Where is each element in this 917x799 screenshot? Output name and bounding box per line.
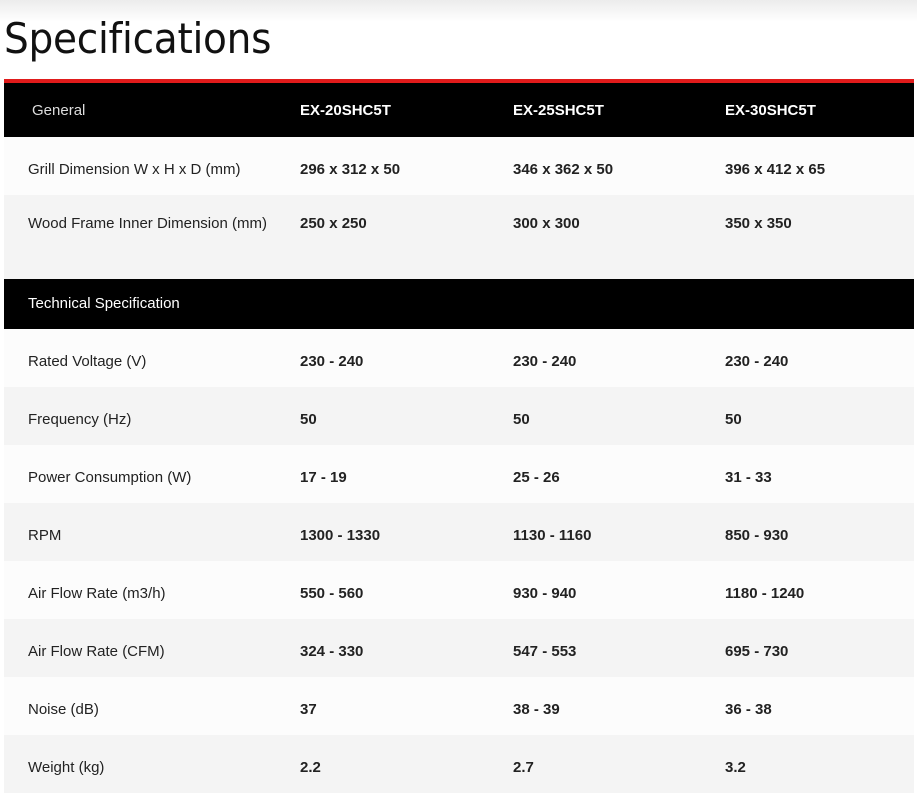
cell-value: 1180 - 1240	[725, 585, 805, 602]
cell-value: 38 - 39	[513, 701, 560, 718]
row-label: Power Consumption (W)	[28, 469, 192, 486]
table-row: Frequency (Hz) 50 50 50	[4, 387, 914, 445]
cell-value: 2.2	[300, 759, 321, 776]
table-row: Noise (dB) 37 38 - 39 36 - 38	[4, 677, 914, 735]
cell-value: 2.7	[513, 759, 534, 776]
header-label: General	[32, 102, 86, 119]
section-label: Technical Specification	[28, 295, 180, 312]
cell-value: 550 - 560	[300, 585, 364, 602]
cell-value: 930 - 940	[513, 585, 577, 602]
table-row: Rated Voltage (V) 230 - 240 230 - 240 230 -…	[4, 329, 914, 387]
table-row: RPM 1300 - 1330 1130 - 1160 850 - 930	[4, 503, 914, 561]
cell-value: 300 x 300	[513, 215, 580, 232]
top-shadow	[0, 0, 917, 22]
cell-value: 350 x 350	[725, 215, 792, 232]
table-row: Weight (kg) 2.2 2.7 3.2	[4, 735, 914, 793]
row-label: RPM	[28, 527, 62, 544]
row-label: Noise (dB)	[28, 701, 99, 718]
row-label: Air Flow Rate (m3/h)	[28, 585, 166, 602]
table-row: Air Flow Rate (CFM) 324 - 330 547 - 553 695…	[4, 619, 914, 677]
cell-value: 50	[725, 411, 742, 428]
cell-value: 850 - 930	[725, 527, 789, 544]
cell-value: 324 - 330	[300, 643, 364, 660]
cell-value: 230 - 240	[513, 353, 577, 370]
cell-value: 1300 - 1330	[300, 527, 381, 544]
table-row: Power Consumption (W) 17 - 19 25 - 26 31 - …	[4, 445, 914, 503]
accent-bar	[4, 79, 914, 83]
model-header: EX-30SHC5T	[725, 102, 816, 119]
cell-value: 230 - 240	[300, 353, 364, 370]
cell-value: 1130 - 1160	[513, 527, 592, 544]
row-label: Air Flow Rate (CFM)	[28, 643, 165, 660]
row-label: Rated Voltage (V)	[28, 353, 147, 370]
cell-value: 346 x 362 x 50	[513, 161, 614, 178]
row-label: Weight (kg)	[28, 759, 105, 776]
cell-value: 50	[300, 411, 317, 428]
cell-value: 36 - 38	[725, 701, 772, 718]
table-header: General EX-20SHC5T EX-25SHC5T EX-30SHC5T	[4, 83, 914, 137]
cell-value: 50	[513, 411, 530, 428]
cell-value: 296 x 312 x 50	[300, 161, 401, 178]
cell-value: 250 x 250	[300, 215, 367, 232]
model-header: EX-20SHC5T	[300, 102, 391, 119]
table-row: Air Flow Rate (m3/h) 550 - 560 930 - 940 11…	[4, 561, 914, 619]
cell-value: 37	[300, 701, 317, 718]
model-header: EX-25SHC5T	[513, 102, 604, 119]
cell-value: 547 - 553	[513, 643, 577, 660]
cell-value: 31 - 33	[725, 469, 772, 486]
page-title: Specifications	[4, 14, 272, 63]
cell-value: 25 - 26	[513, 469, 560, 486]
table-row: Wood Frame Inner Dimension (mm) 250 x 25…	[4, 195, 914, 279]
row-label: Wood Frame Inner Dimension (mm)	[28, 215, 267, 232]
specifications-table: General EX-20SHC5T EX-25SHC5T EX-30SHC5T…	[4, 79, 914, 793]
cell-value: 3.2	[725, 759, 746, 776]
cell-value: 695 - 730	[725, 643, 789, 660]
row-label: Frequency (Hz)	[28, 411, 132, 428]
table-row: Grill Dimension W x H x D (mm) 296 x 312…	[4, 137, 914, 195]
section-header: Technical Specification	[4, 279, 914, 329]
row-label: Grill Dimension W x H x D (mm)	[28, 161, 241, 178]
cell-value: 17 - 19	[300, 469, 347, 486]
cell-value: 396 x 412 x 65	[725, 161, 826, 178]
cell-value: 230 - 240	[725, 353, 789, 370]
